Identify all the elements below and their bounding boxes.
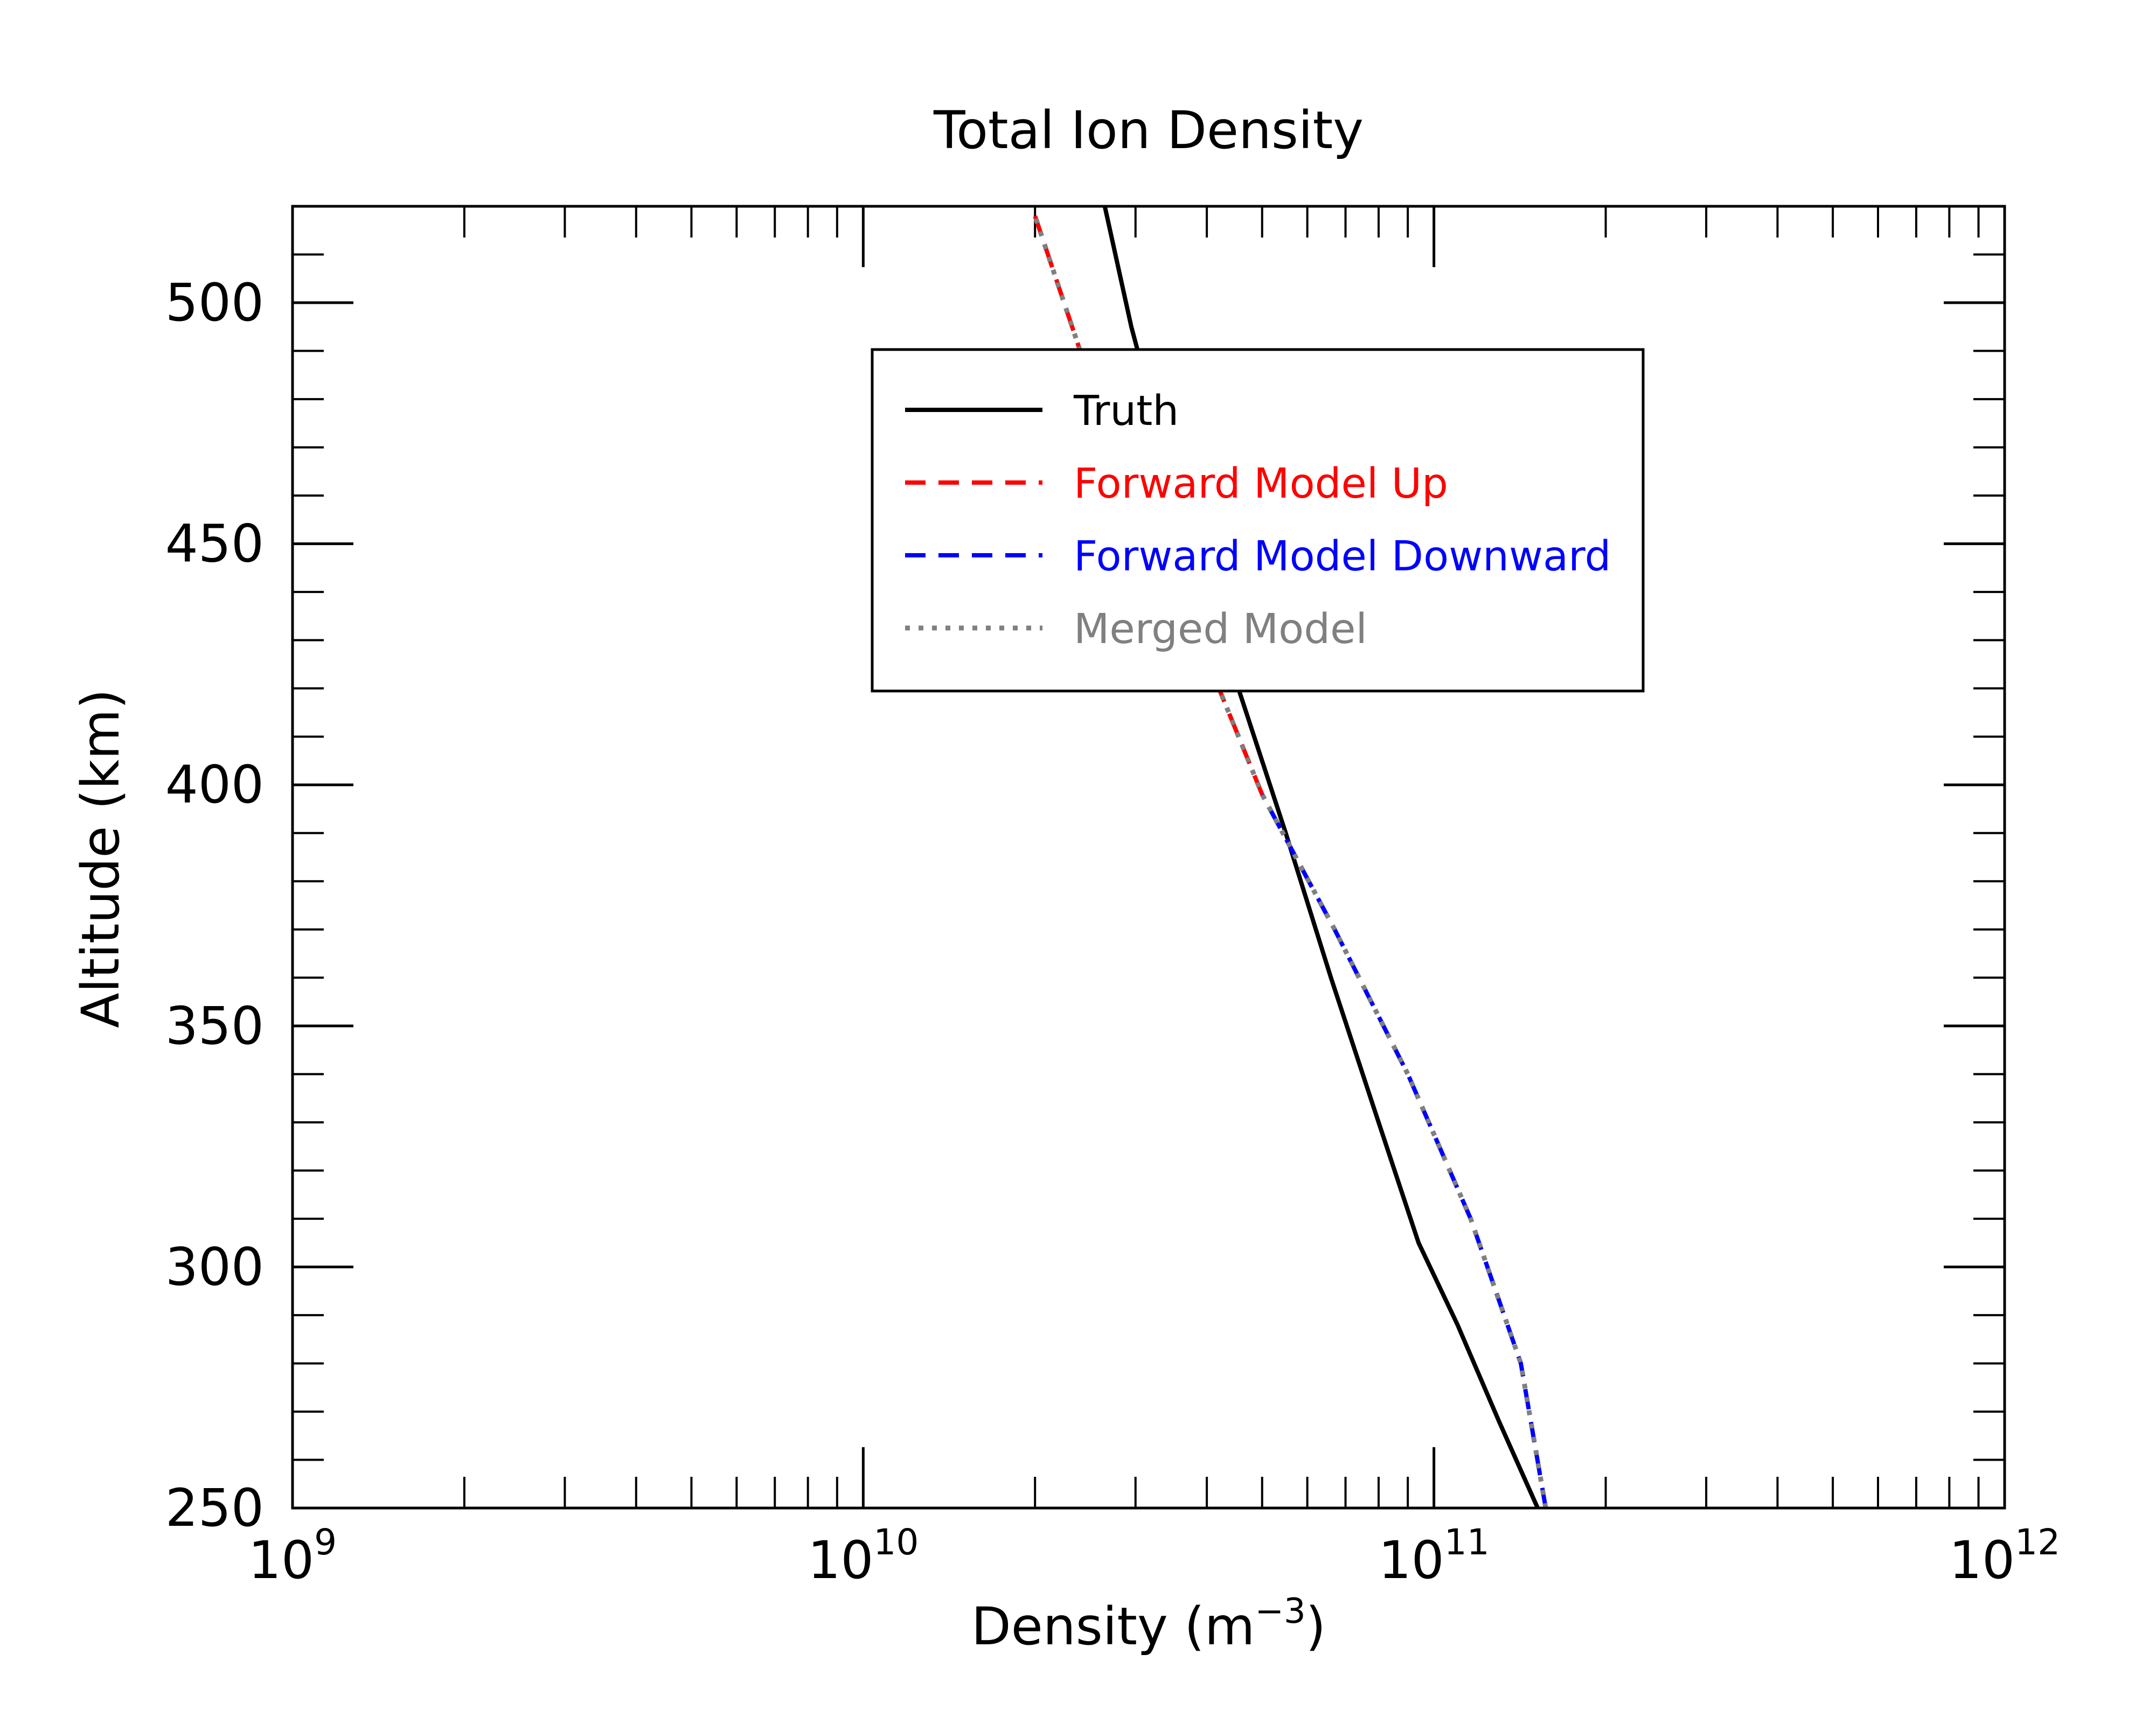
x-tick-label: 1012 xyxy=(1949,1521,2060,1590)
legend-label: Truth xyxy=(1073,387,1179,435)
x-tick-label-exponent: 10 xyxy=(873,1521,919,1563)
x-tick-label-exponent: 11 xyxy=(1444,1521,1490,1563)
x-tick-label-base: 10 xyxy=(248,1530,314,1590)
x-axis-label-exponent: −3 xyxy=(1255,1592,1305,1631)
legend-label: Forward Model Downward xyxy=(1074,533,1611,581)
x-tick-label: 1010 xyxy=(808,1521,919,1590)
axis-ticks xyxy=(291,206,2006,1510)
x-axis-label: Density (m−3) xyxy=(971,1592,1326,1657)
plot-frame xyxy=(291,205,2006,1510)
y-tick-label: 250 xyxy=(165,1478,264,1538)
y-tick-label: 400 xyxy=(165,755,264,815)
legend-box xyxy=(871,348,1645,693)
x-tick-label-base: 10 xyxy=(808,1530,873,1590)
legend: Truth Forward Model Up Forward Model Downw… xyxy=(871,348,1645,693)
legend-label: Merged Model xyxy=(1074,605,1367,653)
x-axis-label-text: Density (m xyxy=(971,1596,1255,1657)
x-tick-label: 109 xyxy=(248,1521,337,1590)
y-tick-label: 500 xyxy=(165,273,264,333)
chart-title: Total Ion Density xyxy=(933,100,1364,160)
x-tick-label-exponent: 9 xyxy=(314,1521,337,1563)
x-axis-label-close: ) xyxy=(1306,1596,1326,1657)
y-tick-label: 350 xyxy=(165,996,264,1056)
y-tick-label: 450 xyxy=(165,514,264,574)
x-tick-label: 1011 xyxy=(1379,1521,1490,1590)
y-axis-label: Altitude (km) xyxy=(71,689,131,1028)
x-tick-label-base: 10 xyxy=(1949,1530,2015,1590)
x-tick-label-exponent: 12 xyxy=(2015,1521,2060,1563)
y-tick-label: 300 xyxy=(165,1237,264,1297)
x-tick-label-base: 10 xyxy=(1379,1530,1444,1590)
legend-label: Forward Model Up xyxy=(1074,460,1448,508)
